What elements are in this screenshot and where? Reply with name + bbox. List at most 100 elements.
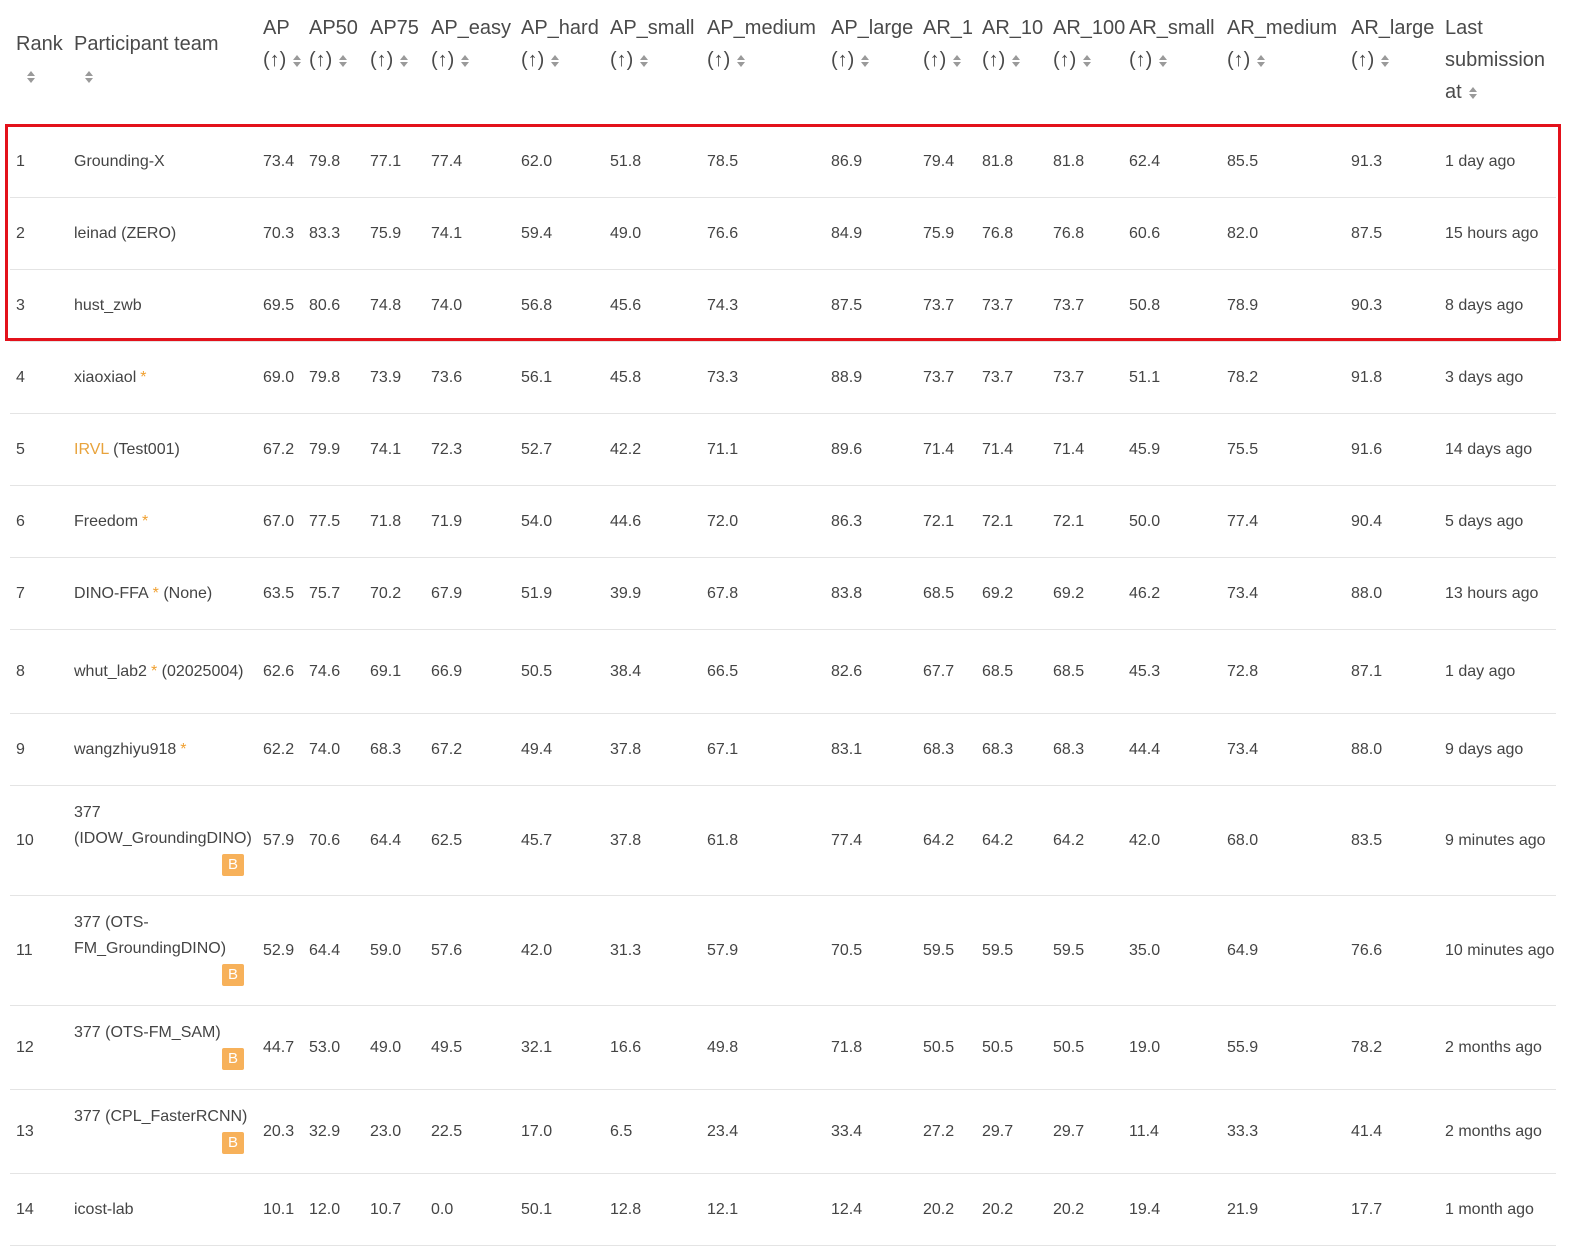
metric-cell-ap50: 77.5 — [309, 513, 341, 530]
sort-icon[interactable] — [1380, 54, 1390, 68]
header-ap50[interactable]: AP50 (↑) — [309, 12, 358, 76]
metric-cell-ap75: 64.4 — [370, 832, 402, 849]
sort-icon[interactable] — [292, 54, 302, 68]
last-submission-cell: 9 minutes ago — [1445, 832, 1546, 849]
star-icon: * — [180, 741, 187, 758]
metric-cell-ar-medium: 82.0 — [1227, 225, 1259, 242]
metric-cell-ar-medium: 73.4 — [1227, 741, 1259, 758]
metric-cell-ap-easy: 57.6 — [431, 942, 463, 959]
team-cell: whut_lab2 * (02025004) — [74, 659, 256, 685]
metric-cell-ap-large: 12.4 — [831, 1201, 863, 1218]
metric-cell-ar-1: 64.2 — [923, 832, 955, 849]
sort-icon[interactable] — [550, 54, 560, 68]
header-ar-1[interactable]: AR_1 (↑) — [923, 12, 973, 76]
metric-cell-ar-10: 69.2 — [982, 585, 1014, 602]
header-label: (↑) — [1351, 44, 1434, 76]
header-ar-100[interactable]: AR_100 (↑) — [1053, 12, 1125, 76]
badge-row: B — [74, 1130, 256, 1156]
metric-cell-ar-1: 73.7 — [923, 297, 955, 314]
metric-cell-ar-large: 83.5 — [1351, 832, 1383, 849]
metric-cell-ar-100: 71.4 — [1053, 441, 1085, 458]
header-label: AP_large — [831, 17, 914, 39]
metric-cell-ar-1: 75.9 — [923, 225, 955, 242]
header-ap-easy[interactable]: AP_easy (↑) — [431, 12, 511, 76]
sort-icon[interactable] — [1468, 86, 1478, 100]
metric-cell-ap50: 79.9 — [309, 441, 341, 458]
metric-cell-ar-100: 76.8 — [1053, 225, 1085, 242]
sort-icon[interactable] — [639, 54, 649, 68]
metric-cell-ar-10: 81.8 — [982, 153, 1014, 170]
metric-cell-ap: 70.3 — [263, 225, 295, 242]
header-ar-medium[interactable]: AR_medium (↑) — [1227, 12, 1337, 76]
header-ap-hard[interactable]: AP_hard (↑) — [521, 12, 599, 76]
header-label: AP_hard — [521, 17, 599, 39]
header-label: AR_1 — [923, 17, 974, 39]
metric-cell-ar-medium: 75.5 — [1227, 441, 1259, 458]
metric-cell-ap: 63.5 — [263, 585, 295, 602]
sort-icon[interactable] — [399, 54, 409, 68]
metric-cell-ar-10: 72.1 — [982, 513, 1014, 530]
metric-cell-ap-small: 49.0 — [610, 225, 642, 242]
baseline-badge: B — [222, 1132, 244, 1154]
sort-icon[interactable] — [26, 70, 36, 84]
metric-cell-ap-easy: 22.5 — [431, 1123, 463, 1140]
row-divider — [10, 197, 1556, 198]
sort-icon[interactable] — [338, 54, 348, 68]
header-label: (↑) — [610, 44, 694, 76]
metric-cell-ap-medium: 12.1 — [707, 1201, 739, 1218]
last-submission-cell: 13 hours ago — [1445, 585, 1539, 602]
metric-cell-ar-1: 27.2 — [923, 1123, 955, 1140]
team-link[interactable]: IRVL — [74, 441, 109, 458]
last-submission-cell: 14 days ago — [1445, 441, 1533, 458]
metric-cell-ar-large: 78.2 — [1351, 1039, 1383, 1056]
team-cell: icost-lab — [74, 1197, 256, 1223]
metric-cell-ap-medium: 76.6 — [707, 225, 739, 242]
metric-cell-ap-easy: 73.6 — [431, 369, 463, 386]
header-ar-large[interactable]: AR_large (↑) — [1351, 12, 1434, 76]
metric-cell-ap: 73.4 — [263, 153, 295, 170]
header-ap-large[interactable]: AP_large (↑) — [831, 12, 913, 76]
sort-icon[interactable] — [460, 54, 470, 68]
metric-cell-ap: 44.7 — [263, 1039, 295, 1056]
header-ap[interactable]: AP (↑) — [263, 12, 302, 76]
sort-icon[interactable] — [860, 54, 870, 68]
team-name: wangzhiyu918 — [74, 741, 177, 758]
header-label: AP_medium — [707, 17, 816, 39]
last-submission-cell: 9 days ago — [1445, 741, 1524, 758]
sort-icon[interactable] — [1011, 54, 1021, 68]
header-team[interactable]: Participant team — [74, 28, 219, 92]
row-divider — [10, 895, 1556, 896]
team-cell: 377 (OTS-FM_GroundingDINO) B — [74, 910, 256, 988]
sort-icon[interactable] — [736, 54, 746, 68]
metric-cell-ar-small: 19.0 — [1129, 1039, 1161, 1056]
metric-cell-ar-1: 71.4 — [923, 441, 955, 458]
metric-cell-ar-large: 87.5 — [1351, 225, 1383, 242]
sort-icon[interactable] — [1082, 54, 1092, 68]
metric-cell-ap-large: 87.5 — [831, 297, 863, 314]
header-ap-medium[interactable]: AP_medium (↑) — [707, 12, 816, 76]
last-submission-cell: 1 month ago — [1445, 1201, 1534, 1218]
row-divider — [10, 629, 1556, 630]
sort-icon[interactable] — [84, 70, 94, 84]
metric-cell-ap-large: 83.8 — [831, 585, 863, 602]
sort-row — [74, 60, 219, 92]
header-label: (↑) — [923, 44, 973, 76]
sort-icon[interactable] — [1256, 54, 1266, 68]
metric-cell-ap-large: 89.6 — [831, 441, 863, 458]
header-ar-small[interactable]: AR_small (↑) — [1129, 12, 1215, 76]
header-label: AP50 — [309, 17, 358, 39]
header-ar-10[interactable]: AR_10 (↑) — [982, 12, 1043, 76]
header-label: (↑) — [831, 44, 913, 76]
sort-icon[interactable] — [1158, 54, 1168, 68]
header-last[interactable]: Last submission at — [1445, 12, 1545, 108]
team-name: Freedom — [74, 513, 139, 530]
star-icon: * — [150, 663, 158, 680]
header-ap75[interactable]: AP75 (↑) — [370, 12, 419, 76]
metric-cell-ap-hard: 50.1 — [521, 1201, 553, 1218]
header-ap-small[interactable]: AP_small (↑) — [610, 12, 694, 76]
row-divider — [10, 1005, 1556, 1006]
metric-cell-ap75: 77.1 — [370, 153, 402, 170]
header-rank[interactable]: Rank — [16, 28, 63, 92]
rank-cell: 14 — [16, 1201, 34, 1218]
sort-icon[interactable] — [952, 54, 962, 68]
